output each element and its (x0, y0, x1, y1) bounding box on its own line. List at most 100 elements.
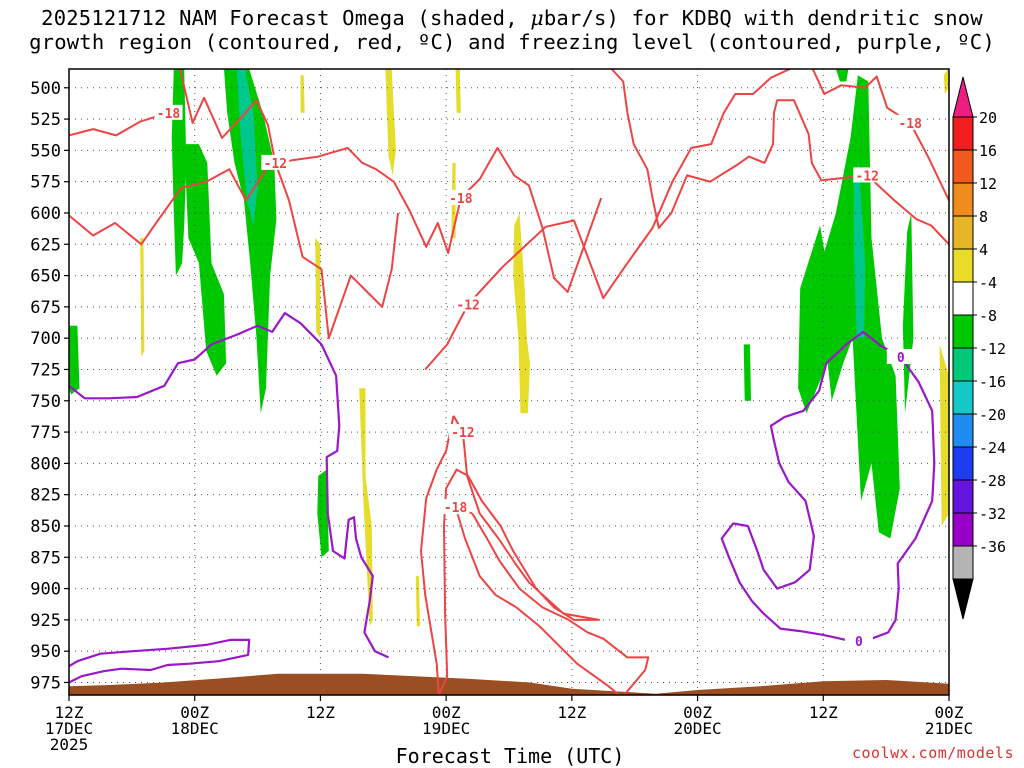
omega-teal-20dec (853, 162, 866, 339)
y-axis: 500 525 550 575 600 625 650 675 700 725 750 775 800 8… (30, 79, 69, 693)
colorbar-top-arrow (952, 76, 974, 118)
omega-yellow-5 (359, 388, 373, 627)
x-tick-label: 21DEC (925, 719, 973, 738)
y-tick-label: 650 (30, 267, 61, 287)
colorbar-segment (952, 347, 974, 382)
y-tick-label: 775 (30, 423, 61, 443)
contour-label-bg (844, 633, 873, 649)
y-tick-label: 700 (30, 329, 61, 349)
x-tick-label: 2025 (50, 735, 89, 754)
colorbar-label: -4 (979, 274, 997, 292)
colorbar-segment (952, 116, 974, 151)
omega-green-19dec-small (317, 469, 329, 558)
credit-link[interactable]: coolwx.com/models (851, 744, 1014, 762)
y-tick-label: 875 (30, 548, 61, 568)
x-tick-label: 12Z (809, 703, 838, 722)
y-tick-label: 625 (30, 235, 61, 255)
colorbar-label: 16 (979, 142, 997, 160)
colorbar-segment (952, 479, 974, 514)
freezing-contours (69, 312, 936, 684)
colorbar-label: 12 (979, 175, 997, 193)
temp-contour-line (179, 69, 399, 340)
colorbar-bottom-arrow (952, 578, 974, 620)
colorbar-segment (952, 182, 974, 217)
y-tick-label: 675 (30, 298, 61, 318)
colorbar-label: -20 (979, 406, 1006, 424)
contour-label: -12 (264, 157, 287, 172)
colorbar-label: -32 (979, 505, 1006, 523)
contour-label: -18 (444, 501, 468, 516)
colorbar-segment (952, 149, 974, 184)
omega-yellow-7 (455, 69, 461, 113)
y-tick-label: 575 (30, 173, 61, 193)
contour-label-bg (448, 424, 477, 440)
temp-contour-line (69, 146, 603, 293)
temp-contour-line (454, 506, 650, 695)
colorbar-label: -36 (979, 538, 1006, 556)
y-tick-label: 800 (30, 454, 61, 474)
contour-label-bg (154, 104, 183, 120)
colorbar-segment (952, 215, 974, 250)
freezing-contour-line (69, 638, 251, 684)
colorbar-label: -28 (979, 472, 1006, 490)
contour-label: -18 (449, 192, 473, 207)
chart-title-line-1: 2025121712 NAM Forecast Omega (shaded, μ… (41, 6, 983, 30)
colorbar-label: 8 (979, 208, 988, 226)
x-tick-label: 12Z (557, 703, 586, 722)
colorbar-label: -24 (979, 439, 1006, 457)
contour-label-bg (446, 189, 475, 205)
colorbar-segment (952, 248, 974, 283)
colorbar-segment (952, 281, 974, 316)
colorbar-segment (952, 545, 974, 580)
y-tick-label: 850 (30, 517, 61, 537)
omega-green-18dec-a (171, 69, 187, 276)
x-tick-label: 00Z (432, 703, 461, 722)
colorbar-label: 4 (979, 241, 988, 259)
contour-labels: -18 -12 -18 -12 -12 -18 -12 -18 0 0 (154, 104, 925, 650)
chart-title: 2025121712 NAM Forecast Omega (shaded, μ… (0, 6, 1024, 54)
y-tick-label: 525 (30, 110, 61, 130)
colorbar-segment (952, 413, 974, 448)
omega-yellow-3 (385, 69, 396, 176)
y-tick-label: 825 (30, 486, 61, 506)
omega-green-top-right (835, 69, 849, 82)
omega-yellow-11 (939, 344, 949, 526)
x-tick-label: 19DEC (422, 719, 470, 738)
colorbar-label: -8 (979, 307, 997, 325)
contour-label: 0 (897, 351, 905, 366)
y-tick-label: 550 (30, 141, 61, 161)
omega-yellow-1 (140, 238, 145, 357)
colorbar: 20 16 12 8 4 -4 -8 -12 -16 -20 -24 -28 -32 -36 (952, 76, 1006, 620)
chart-title-line-2: growth region (contoured, red, ºC) and f… (29, 30, 995, 54)
omega-green-20dec-tiny (743, 344, 751, 401)
contour-label: -12 (856, 169, 879, 184)
x-tick-label: 00Z (683, 703, 712, 722)
omega-yellow-2 (300, 75, 305, 113)
contour-label: -12 (451, 426, 474, 441)
contour-label-bg (441, 499, 470, 515)
contour-label: -18 (898, 117, 922, 132)
colorbar-segment (952, 446, 974, 481)
contour-label-bg (896, 114, 925, 130)
x-tick-label: 18DEC (171, 719, 219, 738)
x-tick-label: 20DEC (673, 719, 721, 738)
y-tick-label: 925 (30, 611, 61, 631)
colorbar-segment (952, 314, 974, 349)
freezing-contour-line (720, 330, 936, 643)
x-tick-label: 12Z (306, 703, 335, 722)
x-tick-label: 12Z (55, 703, 84, 722)
y-tick-label: 500 (30, 79, 61, 99)
x-tick-label: 00Z (180, 703, 209, 722)
contour-label-bg (261, 154, 290, 170)
omega-green-small-left (69, 325, 80, 395)
colorbar-label: 20 (979, 109, 997, 127)
y-tick-label: 750 (30, 392, 61, 412)
contour-label-bg (853, 167, 882, 183)
temp-contour-line (424, 69, 791, 371)
temp-contour-line (420, 415, 601, 695)
contour-label-bg (886, 348, 915, 364)
colorbar-segment (952, 512, 974, 547)
x-tick-label: 00Z (935, 703, 964, 722)
